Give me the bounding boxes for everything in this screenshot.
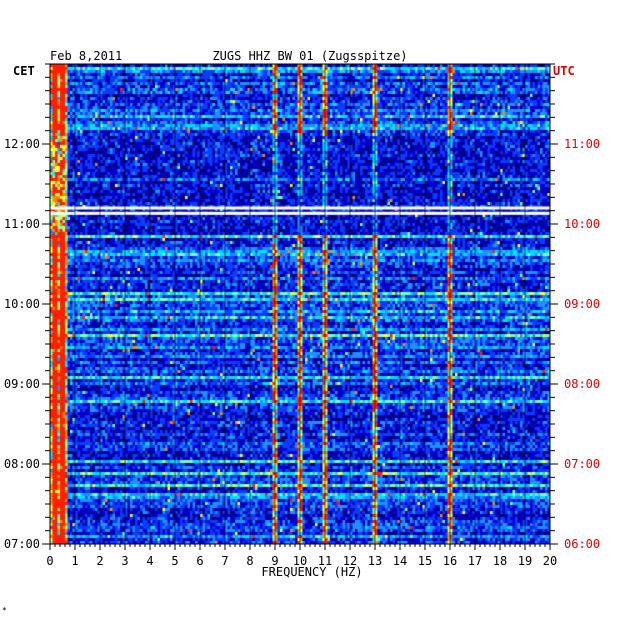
x-tick-label: 9 bbox=[271, 554, 278, 568]
x-tick-label: 6 bbox=[196, 554, 203, 568]
x-tick-label: 17 bbox=[468, 554, 482, 568]
right-tick-label: 11:00 bbox=[564, 137, 600, 151]
left-tick-label: 12:00 bbox=[4, 137, 40, 151]
left-tick-label: 11:00 bbox=[4, 217, 40, 231]
right-tick-label: 09:00 bbox=[564, 297, 600, 311]
x-tick-label: 20 bbox=[543, 554, 557, 568]
x-tick-label: 19 bbox=[518, 554, 532, 568]
x-tick-label: 10 bbox=[293, 554, 307, 568]
x-tick-label: 2 bbox=[96, 554, 103, 568]
right-tick-label: 07:00 bbox=[564, 457, 600, 471]
left-tick-label: 10:00 bbox=[4, 297, 40, 311]
x-tick-label: 12 bbox=[343, 554, 357, 568]
x-tick-label: 7 bbox=[221, 554, 228, 568]
right-tick-label: 06:00 bbox=[564, 537, 600, 551]
date-label: Feb 8,2011 bbox=[50, 49, 122, 63]
x-tick-label: 0 bbox=[46, 554, 53, 568]
right-tick-label: 10:00 bbox=[564, 217, 600, 231]
x-tick-label: 1 bbox=[71, 554, 78, 568]
left-axis-label: CET bbox=[13, 64, 35, 78]
x-tick-label: 18 bbox=[493, 554, 507, 568]
x-tick-label: 8 bbox=[246, 554, 253, 568]
x-tick-label: 13 bbox=[368, 554, 382, 568]
chart-title: ZUGS HHZ BW 01 (Zugsspitze) bbox=[212, 49, 407, 63]
grid-lines bbox=[74, 64, 526, 544]
x-tick-label: 16 bbox=[443, 554, 457, 568]
right-time-axis: 11:00 10:00 09:00 08:00 07:00 06:00 bbox=[550, 63, 600, 551]
x-axis-label: FREQUENCY (HZ) bbox=[261, 565, 362, 579]
x-tick-label: 14 bbox=[393, 554, 407, 568]
left-tick-label: 08:00 bbox=[4, 457, 40, 471]
plot-frame bbox=[49, 63, 551, 545]
left-tick-label: 07:00 bbox=[4, 537, 40, 551]
x-tick-label: 4 bbox=[146, 554, 153, 568]
right-axis-label: UTC bbox=[553, 64, 575, 78]
right-tick-label: 08:00 bbox=[564, 377, 600, 391]
x-tick-label: 15 bbox=[418, 554, 432, 568]
x-tick-label: 11 bbox=[318, 554, 332, 568]
left-time-axis: 12:00 11:00 10:00 09:00 08:00 07:00 bbox=[4, 63, 50, 551]
footer-mark: * bbox=[2, 606, 7, 615]
x-tick-label: 5 bbox=[171, 554, 178, 568]
left-tick-label: 09:00 bbox=[4, 377, 40, 391]
x-tick-label: 3 bbox=[121, 554, 128, 568]
